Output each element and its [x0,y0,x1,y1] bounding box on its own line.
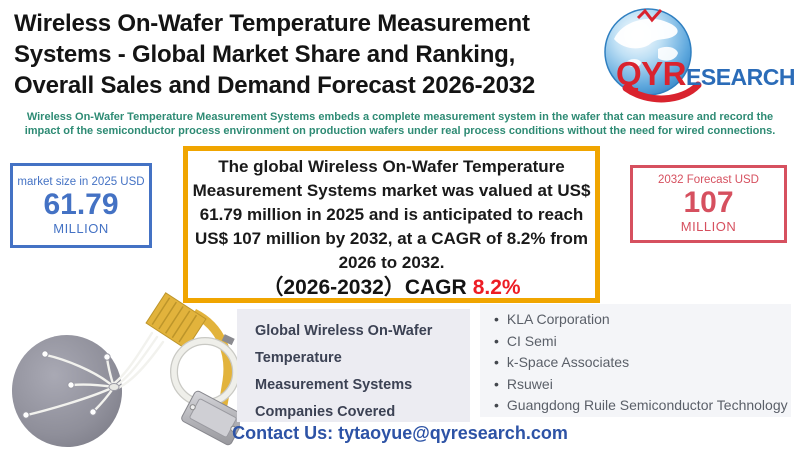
page-title: Wireless On-Wafer Temperature Measuremen… [14,8,535,101]
companies-covered-line3: Measurement Systems [255,377,413,393]
wafer-disc-icon [11,335,123,447]
forecast-label: 2032 Forecast USD [658,174,759,186]
companies-covered-line4: Companies Covered [255,404,396,420]
logo-swoosh [622,81,702,103]
market-size-label: market size in 2025 USD [17,175,145,188]
company-item: KLA Corporation [488,309,791,331]
page-title-line3: Overall Sales and Demand Forecast 2026-2… [14,72,536,99]
page-title-line1: Wireless On-Wafer Temperature Measuremen… [14,10,530,37]
logo-text-qyr: QYR [616,55,687,92]
contact-email-link[interactable]: Contact Us: tytaoyue@qyresearch.com [232,423,568,443]
svg-text:QYRESEARCH: QYRESEARCH [616,55,795,92]
description-subtitle: Wireless On-Wafer Temperature Measuremen… [24,111,776,137]
companies-covered-panel: Global Wireless On-Wafer Temperature Mea… [237,309,470,422]
market-size-card: market size in 2025 USD 61.79 MILLION [10,163,152,248]
market-size-value: 61.79 [43,187,119,221]
cagr-line: （2026-2032）CAGR 8.2% [192,275,591,300]
companies-list: KLA Corporation CI Semi k-Space Associat… [480,304,791,417]
forecast-value: 107 [683,186,734,219]
company-item: CI Semi [488,331,791,353]
company-item: Guangdong Ruile Semiconductor Technology [488,395,791,417]
forecast-card: 2032 Forecast USD 107 MILLION [630,165,787,243]
forecast-unit: MILLION [680,219,737,234]
company-item: k-Space Associates [488,352,791,374]
companies-covered-line2: Temperature [255,350,342,366]
qyresearch-logo: QYRESEARCH [604,8,795,103]
wafer-product-photo [11,292,240,447]
summary-text: The global Wireless On-Wafer Temperature… [192,157,591,272]
company-item: Rsuwei [488,374,791,396]
globe-icon [604,8,692,96]
cagr-value: 8.2% [472,276,521,299]
market-size-unit: MILLION [53,220,109,236]
sensor-dots-icon [22,350,120,419]
summary-card: The global Wireless On-Wafer Temperature… [183,146,600,303]
kapton-flex-icon [145,292,207,350]
page-title-line2: Systems - Global Market Share and Rankin… [14,41,516,68]
cagr-label: （2026-2032）CAGR [262,276,467,299]
companies-covered-line1: Global Wireless On-Wafer [255,323,433,339]
connector-icon [181,390,240,446]
logo-text-esearch: ESEARCH [686,64,795,90]
